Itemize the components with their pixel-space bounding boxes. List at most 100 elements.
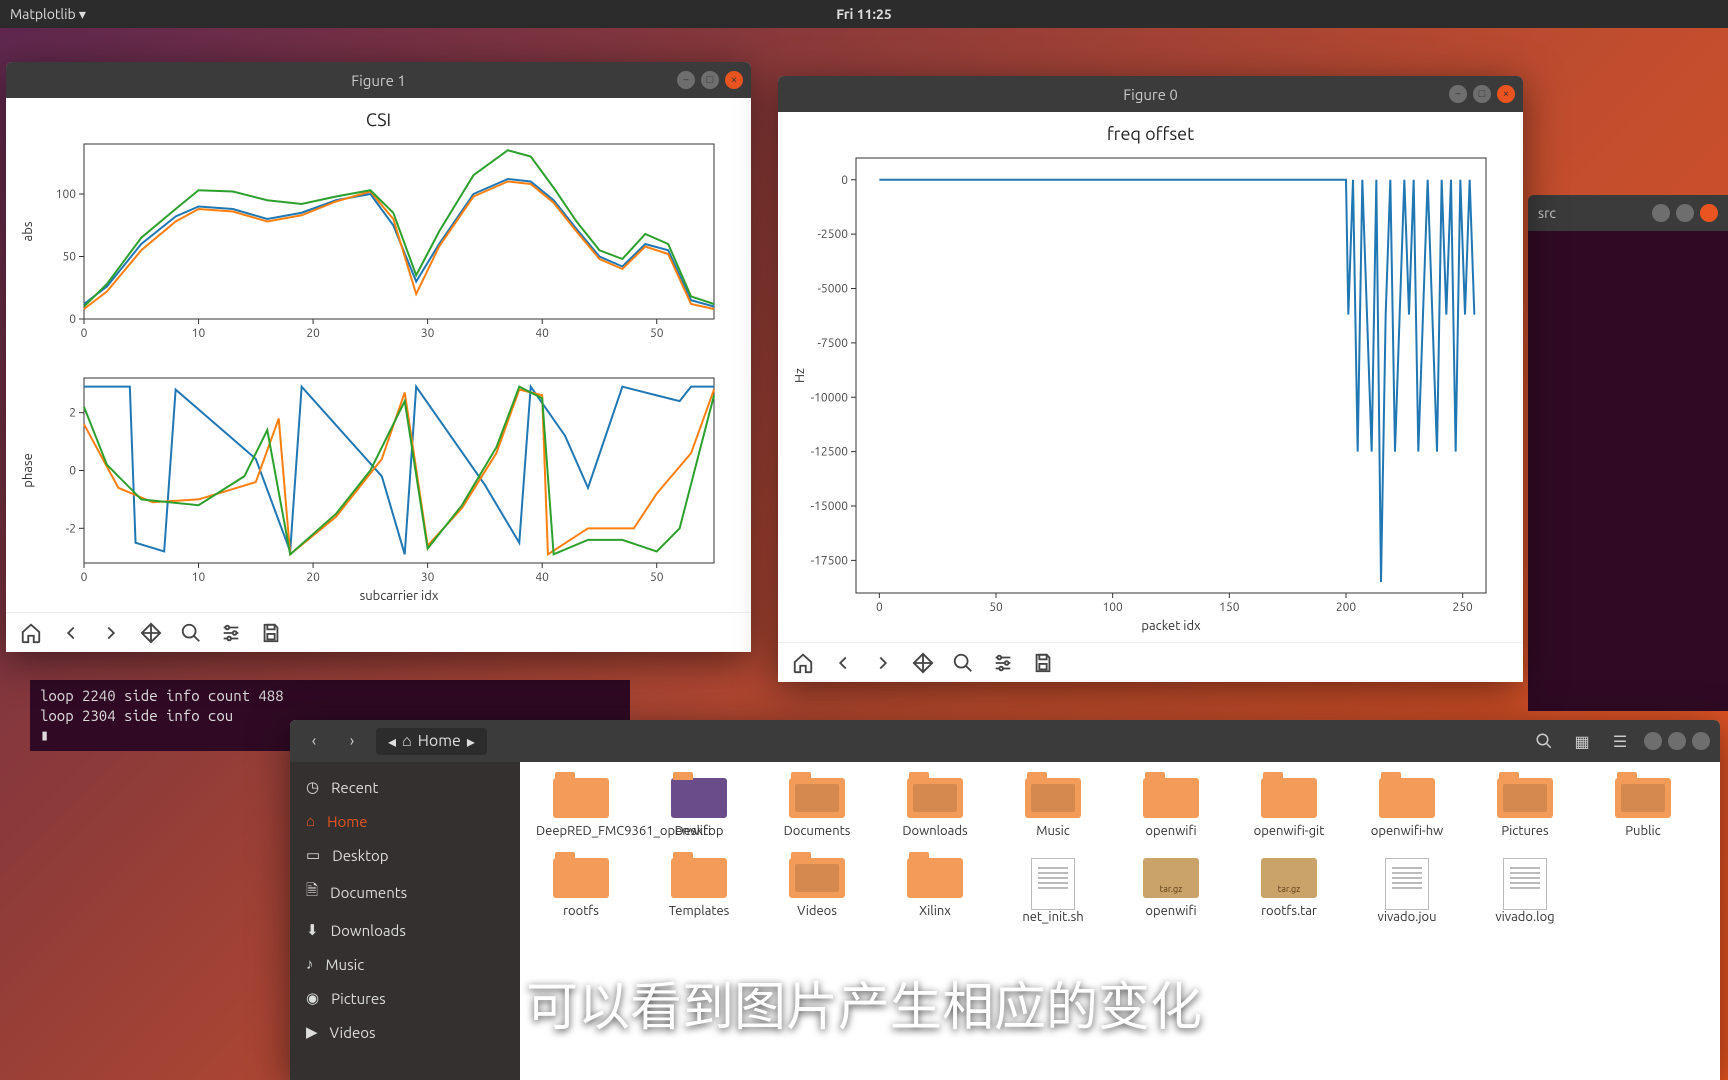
files-sidebar: ◷Recent⌂Home▭Desktop🗎Documents⬇Downloads… bbox=[290, 762, 520, 1080]
figure0-canvas: freq offset 0501001502002500-2500-5000-7… bbox=[778, 112, 1523, 642]
svg-text:20: 20 bbox=[306, 571, 320, 584]
file-item[interactable]: Videos bbox=[772, 858, 862, 924]
home-icon: ⌂ bbox=[402, 732, 412, 751]
sidebar-item-home[interactable]: ⌂Home bbox=[290, 804, 520, 838]
sidebar-item-videos[interactable]: ▶Videos bbox=[290, 1015, 520, 1049]
sidebar-item-pictures[interactable]: ◉Pictures bbox=[290, 981, 520, 1015]
pan-icon[interactable] bbox=[138, 620, 164, 646]
search-icon[interactable] bbox=[1530, 727, 1558, 755]
svg-text:-15000: -15000 bbox=[811, 500, 849, 513]
file-item[interactable]: Downloads bbox=[890, 778, 980, 838]
config-icon[interactable] bbox=[218, 620, 244, 646]
sidebar-item-documents[interactable]: 🗎Documents bbox=[290, 872, 520, 913]
file-item[interactable]: vivado.jou bbox=[1362, 858, 1452, 924]
file-label: rootfs.tar bbox=[1244, 904, 1334, 918]
file-item[interactable]: Music bbox=[1008, 778, 1098, 838]
file-label: openwifi bbox=[1126, 824, 1216, 838]
file-label: openwifi-git bbox=[1244, 824, 1334, 838]
desktop-icon: ▭ bbox=[306, 846, 320, 864]
pan-icon[interactable] bbox=[910, 650, 936, 676]
figure0-titlebar[interactable]: Figure 0 − □ × bbox=[778, 76, 1523, 112]
file-item[interactable]: openwifi-hw bbox=[1362, 778, 1452, 838]
forward-icon[interactable] bbox=[98, 620, 124, 646]
close-icon[interactable]: × bbox=[725, 71, 743, 89]
doc-icon: 🗎 bbox=[306, 880, 318, 905]
home-icon: ⌂ bbox=[306, 812, 315, 830]
file-label: Pictures bbox=[1480, 824, 1570, 838]
maximize-icon[interactable] bbox=[1668, 732, 1686, 750]
minimize-icon[interactable]: − bbox=[1449, 85, 1467, 103]
camera-icon: ◉ bbox=[306, 989, 319, 1007]
svg-text:50: 50 bbox=[62, 251, 76, 264]
bg-terminal-title: src bbox=[1538, 205, 1556, 221]
archive-icon bbox=[1143, 858, 1199, 898]
nav-forward-icon[interactable]: › bbox=[338, 727, 366, 755]
svg-text:-17500: -17500 bbox=[811, 554, 849, 567]
home-icon[interactable] bbox=[790, 650, 816, 676]
save-icon[interactable] bbox=[258, 620, 284, 646]
file-item[interactable]: Templates bbox=[654, 858, 744, 924]
zoom-icon[interactable] bbox=[950, 650, 976, 676]
maximize-icon[interactable]: □ bbox=[1473, 85, 1491, 103]
hamburger-icon[interactable]: ☰ bbox=[1606, 727, 1634, 755]
sidebar-item-downloads[interactable]: ⬇Downloads bbox=[290, 913, 520, 947]
save-icon[interactable] bbox=[1030, 650, 1056, 676]
archive-icon bbox=[1261, 858, 1317, 898]
file-item[interactable]: openwifi bbox=[1126, 778, 1216, 838]
svg-text:10: 10 bbox=[192, 571, 206, 584]
clock[interactable]: Fri 11:25 bbox=[836, 6, 892, 22]
nav-back-icon[interactable]: ‹ bbox=[300, 727, 328, 755]
breadcrumb[interactable]: ◂ ⌂ Home ▸ bbox=[376, 728, 487, 755]
minimize-icon[interactable] bbox=[1644, 732, 1662, 750]
file-item[interactable]: DeepRED_FMC9361_openwifi bbox=[536, 778, 626, 838]
clock-icon: ◷ bbox=[306, 778, 319, 796]
file-label: Xilinx bbox=[890, 904, 980, 918]
close-icon[interactable] bbox=[1692, 732, 1710, 750]
file-item[interactable]: rootfs.tar bbox=[1244, 858, 1334, 924]
file-item[interactable]: Pictures bbox=[1480, 778, 1570, 838]
back-icon[interactable] bbox=[830, 650, 856, 676]
back-icon[interactable] bbox=[58, 620, 84, 646]
svg-text:-5000: -5000 bbox=[817, 283, 848, 296]
window-title: Figure 0 bbox=[1123, 86, 1178, 103]
sidebar-item-recent[interactable]: ◷Recent bbox=[290, 770, 520, 804]
svg-text:2: 2 bbox=[69, 407, 76, 420]
forward-icon[interactable] bbox=[870, 650, 896, 676]
zoom-icon[interactable] bbox=[178, 620, 204, 646]
figure1-titlebar[interactable]: Figure 1 − □ × bbox=[6, 62, 751, 98]
minimize-icon[interactable] bbox=[1652, 204, 1670, 222]
app-menu[interactable]: Matplotlib ▾ bbox=[10, 6, 86, 23]
svg-text:200: 200 bbox=[1336, 601, 1357, 614]
svg-text:abs: abs bbox=[21, 221, 35, 241]
svg-text:20: 20 bbox=[306, 327, 320, 340]
sidebar-item-desktop[interactable]: ▭Desktop bbox=[290, 838, 520, 872]
svg-text:0: 0 bbox=[69, 465, 76, 478]
svg-text:0: 0 bbox=[81, 327, 88, 340]
minimize-icon[interactable]: − bbox=[677, 71, 695, 89]
file-item[interactable]: Xilinx bbox=[890, 858, 980, 924]
close-icon[interactable] bbox=[1700, 204, 1718, 222]
file-item[interactable]: Documents bbox=[772, 778, 862, 838]
view-grid-icon[interactable]: ▦ bbox=[1568, 727, 1596, 755]
maximize-icon[interactable]: □ bbox=[701, 71, 719, 89]
file-label: rootfs bbox=[536, 904, 626, 918]
sidebar-item-music[interactable]: ♪Music bbox=[290, 947, 520, 981]
file-item[interactable]: net_init.sh bbox=[1008, 858, 1098, 924]
svg-text:-7500: -7500 bbox=[817, 337, 848, 350]
file-item[interactable]: Desktop bbox=[654, 778, 744, 838]
file-item[interactable]: vivado.log bbox=[1480, 858, 1570, 924]
file-label: openwifi bbox=[1126, 904, 1216, 918]
svg-text:0: 0 bbox=[841, 174, 848, 187]
svg-text:-10000: -10000 bbox=[811, 391, 849, 404]
folder-icon bbox=[671, 778, 727, 818]
home-icon[interactable] bbox=[18, 620, 44, 646]
svg-text:250: 250 bbox=[1453, 601, 1474, 614]
file-item[interactable]: openwifi bbox=[1126, 858, 1216, 924]
video-subtitle: 可以看到图片产生相应的变化 bbox=[526, 965, 1202, 1040]
config-icon[interactable] bbox=[990, 650, 1016, 676]
file-item[interactable]: rootfs bbox=[536, 858, 626, 924]
file-item[interactable]: Public bbox=[1598, 778, 1688, 838]
close-icon[interactable]: × bbox=[1497, 85, 1515, 103]
file-item[interactable]: openwifi-git bbox=[1244, 778, 1334, 838]
maximize-icon[interactable] bbox=[1676, 204, 1694, 222]
